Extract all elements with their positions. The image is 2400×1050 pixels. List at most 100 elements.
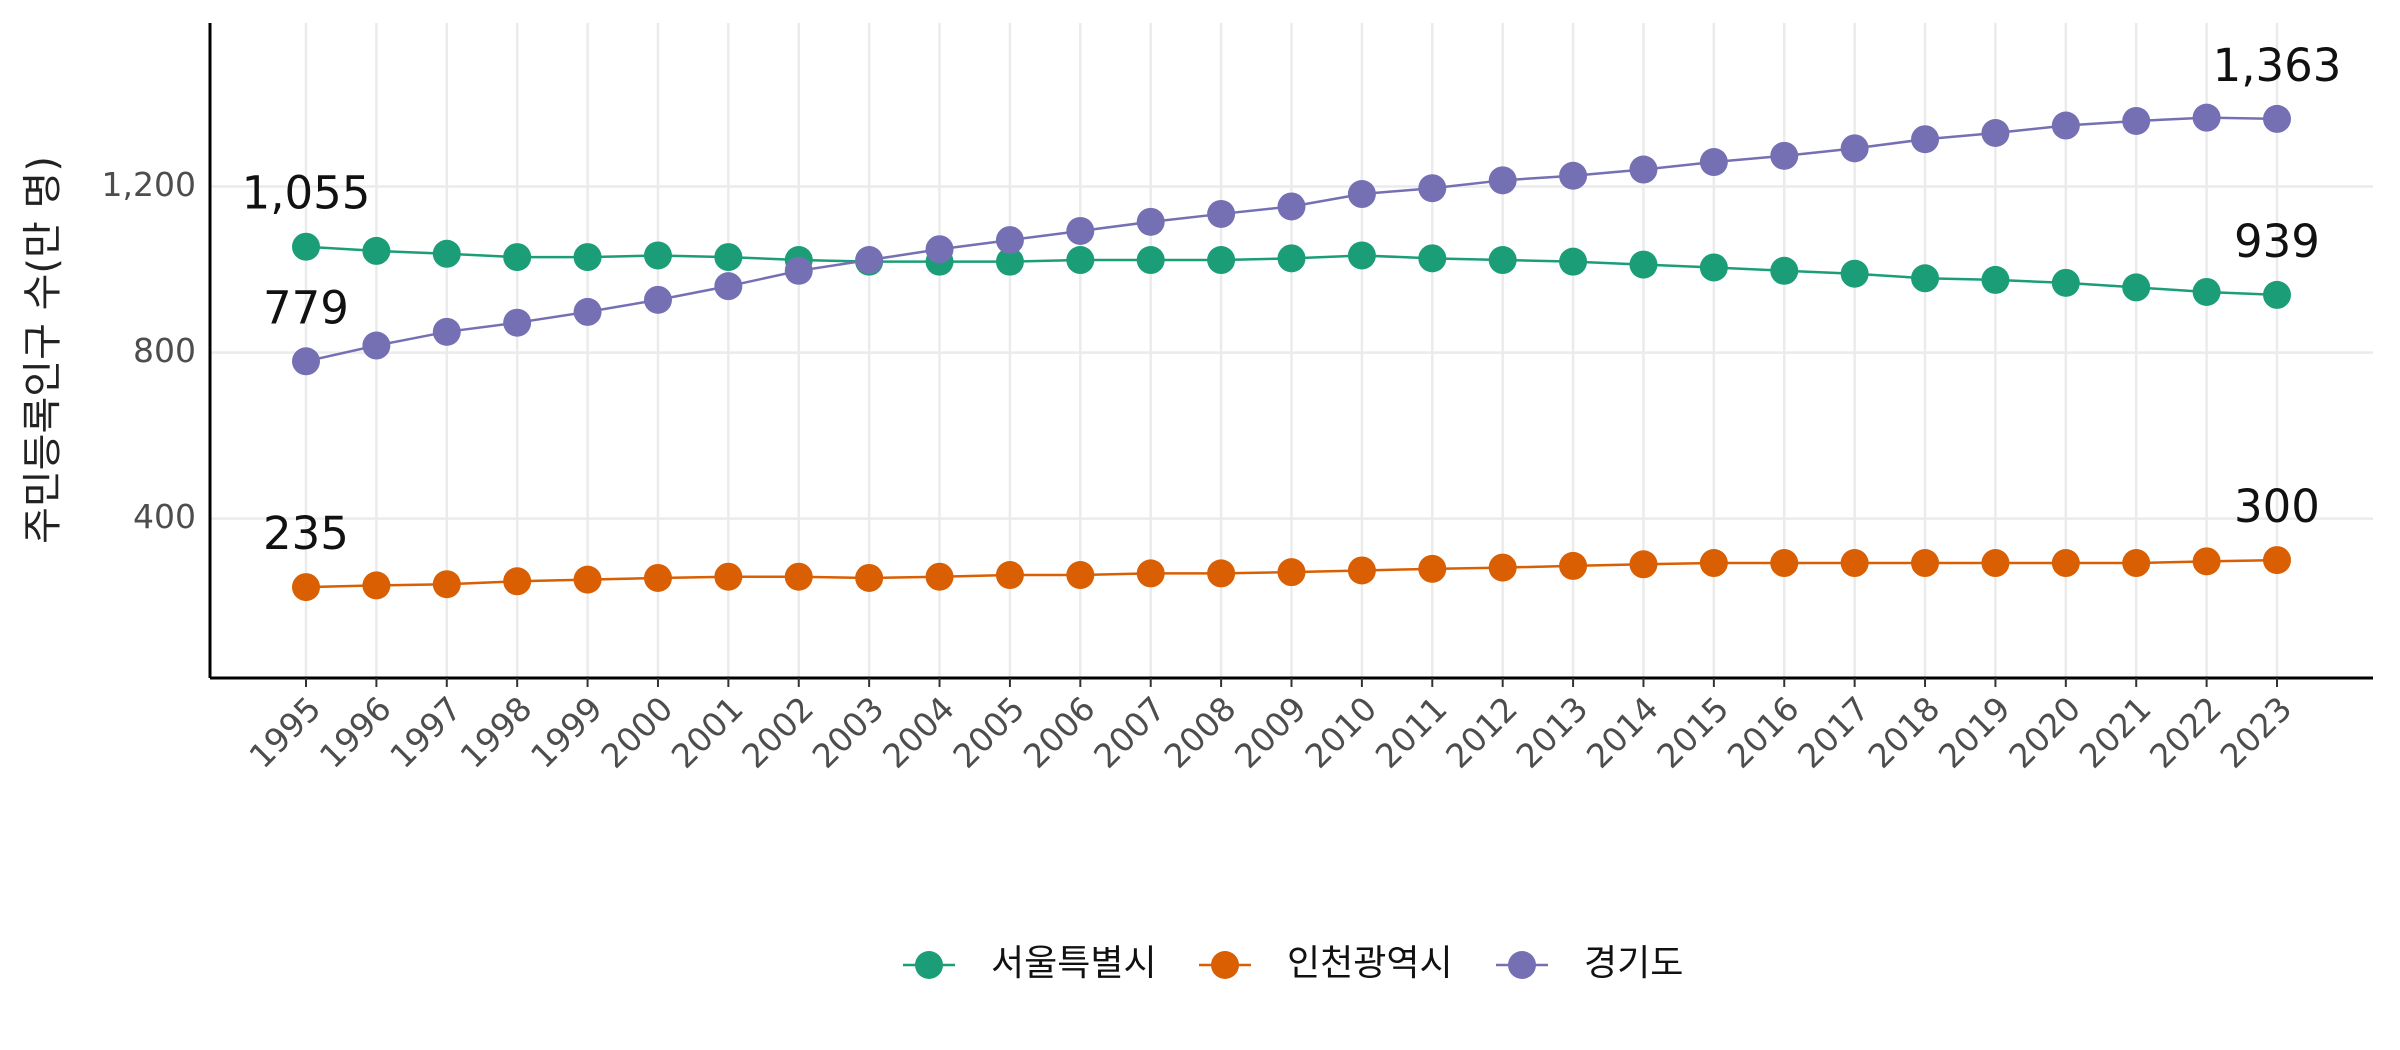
data-point xyxy=(573,243,602,272)
data-point xyxy=(2051,268,2080,297)
data-point xyxy=(1981,549,2010,578)
data-point xyxy=(1840,259,1869,288)
data-label: 1,363 xyxy=(2213,39,2342,92)
y-tick-label: 400 xyxy=(133,497,196,536)
x-tick-label: 2015 xyxy=(1649,689,1736,776)
data-point xyxy=(2122,273,2151,302)
data-point xyxy=(1559,247,1588,276)
data-point xyxy=(1981,265,2010,294)
x-tick-label: 2001 xyxy=(664,689,751,776)
legend-key-point xyxy=(1508,951,1536,979)
data-point xyxy=(1629,550,1658,579)
legend-key-point xyxy=(915,951,943,979)
data-point xyxy=(1277,192,1306,221)
y-axis-title: 주민등록인구 수(만 명) xyxy=(20,156,66,544)
data-point xyxy=(925,562,954,591)
data-point xyxy=(1207,559,1236,588)
data-point xyxy=(292,232,320,261)
data-point xyxy=(2263,104,2291,133)
data-point xyxy=(292,573,320,602)
data-point xyxy=(2192,277,2221,306)
data-point xyxy=(1911,264,1940,293)
data-point xyxy=(2122,549,2151,578)
x-tick-label: 2008 xyxy=(1157,689,1244,776)
data-point xyxy=(362,331,391,360)
data-point xyxy=(1699,253,1728,282)
data-point xyxy=(1277,558,1306,587)
data-point xyxy=(1066,561,1095,590)
data-point xyxy=(784,562,813,591)
x-tick-label: 2017 xyxy=(1790,689,1877,776)
x-tick-label: 2019 xyxy=(1931,689,2018,776)
data-point xyxy=(1629,155,1658,184)
x-tick-label: 2013 xyxy=(1508,689,1595,776)
x-tick-label: 2007 xyxy=(1086,689,1173,776)
data-point xyxy=(1418,174,1447,203)
data-point xyxy=(855,246,884,275)
x-tick-label: 2022 xyxy=(2142,689,2229,776)
x-tick-label: 2000 xyxy=(593,689,680,776)
data-point xyxy=(1981,118,2010,147)
data-point xyxy=(1347,180,1376,209)
x-tick-label: 2009 xyxy=(1227,689,1314,776)
data-point xyxy=(432,239,461,268)
data-point xyxy=(573,565,602,594)
data-point xyxy=(1840,549,1869,578)
x-tick-label: 2010 xyxy=(1297,689,1384,776)
data-point xyxy=(2051,549,2080,578)
data-point xyxy=(292,347,320,376)
x-tick-label: 2018 xyxy=(1860,689,1947,776)
data-point xyxy=(1136,246,1165,275)
data-point xyxy=(2122,106,2151,135)
data-point xyxy=(503,567,532,596)
x-tick-label: 2020 xyxy=(2001,689,2088,776)
data-label: 939 xyxy=(2234,215,2320,268)
data-point xyxy=(995,226,1024,255)
data-point xyxy=(643,241,672,270)
data-point xyxy=(995,561,1024,590)
data-point xyxy=(995,247,1024,276)
data-point xyxy=(1066,246,1095,275)
x-tick-label: 1996 xyxy=(312,689,399,776)
x-tick-label: 1997 xyxy=(382,689,469,776)
data-label: 1,055 xyxy=(242,167,371,220)
data-point xyxy=(1207,246,1236,275)
data-point xyxy=(1911,549,1940,578)
data-point xyxy=(1699,148,1728,177)
y-tick-label: 1,200 xyxy=(102,165,196,204)
data-point xyxy=(1136,207,1165,236)
data-point xyxy=(925,235,954,264)
legend-label: 서울특별시 xyxy=(991,943,1157,984)
data-point xyxy=(1770,141,1799,170)
data-point xyxy=(2051,111,2080,140)
data-point xyxy=(1488,553,1517,582)
data-point xyxy=(1277,244,1306,273)
data-point xyxy=(1418,244,1447,273)
data-label: 779 xyxy=(263,281,349,334)
data-point xyxy=(2192,103,2221,132)
x-tick-label: 2014 xyxy=(1579,689,1666,776)
data-point xyxy=(1629,250,1658,279)
data-label: 235 xyxy=(263,507,349,560)
x-tick-label: 2006 xyxy=(1016,689,1103,776)
data-point xyxy=(643,563,672,592)
data-point xyxy=(432,317,461,346)
data-point xyxy=(2263,546,2291,575)
data-point xyxy=(1066,216,1095,245)
legend-key-point xyxy=(1211,951,1239,979)
legend-label: 경기도 xyxy=(1584,943,1683,984)
data-point xyxy=(503,243,532,272)
x-tick-label: 2011 xyxy=(1368,689,1455,776)
x-tick-label: 2023 xyxy=(2212,689,2299,776)
data-point xyxy=(1699,549,1728,578)
x-tick-label: 2003 xyxy=(805,689,892,776)
x-tick-label: 2016 xyxy=(1720,689,1807,776)
data-point xyxy=(1347,556,1376,585)
data-point xyxy=(1207,199,1236,228)
data-point xyxy=(432,570,461,599)
data-point xyxy=(503,308,532,337)
data-point xyxy=(1840,134,1869,163)
x-tick-label: 2012 xyxy=(1438,689,1525,776)
